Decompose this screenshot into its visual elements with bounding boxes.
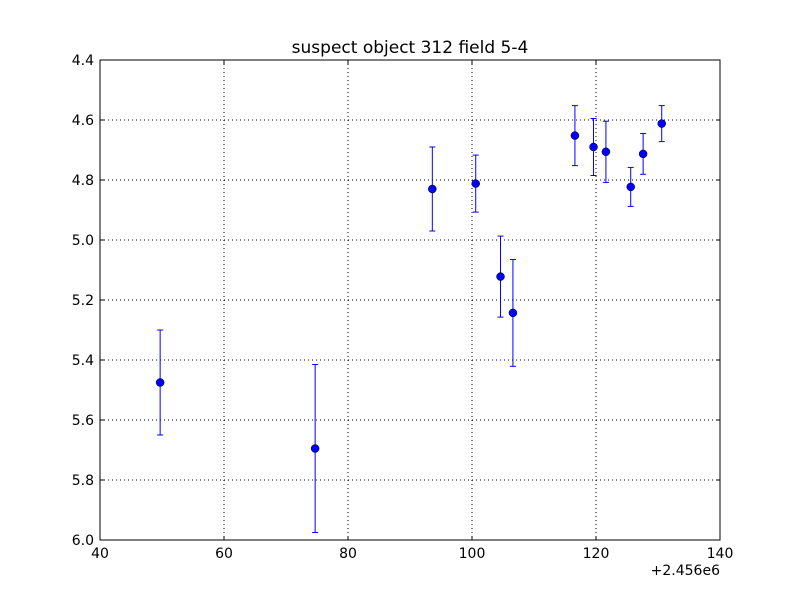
- data-point: [601, 147, 611, 157]
- x-tick-label: 80: [339, 546, 357, 562]
- data-point: [589, 142, 598, 152]
- x-tick-label: 120: [583, 546, 610, 562]
- y-tick-label: 5.4: [72, 353, 94, 369]
- y-tick-label: 5.2: [72, 293, 94, 309]
- y-tick-label: 5.0: [72, 233, 94, 249]
- data-point: [310, 444, 320, 453]
- data-point: [638, 149, 648, 159]
- data-point: [428, 184, 437, 194]
- x-tick-label: 40: [91, 546, 109, 562]
- x-tick-label: 140: [707, 546, 734, 562]
- grid-lines: [100, 60, 720, 540]
- y-tick-label: 4.8: [72, 173, 94, 189]
- y-tick-label: 5.8: [72, 473, 94, 489]
- data-point: [508, 308, 518, 318]
- data-point: [657, 119, 666, 128]
- data-point: [471, 179, 480, 188]
- data-point: [570, 131, 580, 140]
- y-tick-label: 4.4: [72, 53, 94, 69]
- data-point: [496, 272, 505, 281]
- data-point: [155, 378, 165, 387]
- axis-ticks: 40 60 80 100 120 140 4.4 4.6 4.8 5.0 5.2 5.4 5.6 5.8 6…: [72, 53, 734, 562]
- x-tick-label: 100: [459, 546, 486, 562]
- x-tick-label: 60: [215, 546, 233, 562]
- data-marks: [155, 105, 666, 533]
- chart-title: suspect object 312 field 5-4: [292, 38, 529, 58]
- y-tick-label: 5.6: [72, 413, 94, 429]
- data-point: [626, 182, 635, 192]
- y-tick-label: 6.0: [72, 533, 94, 549]
- y-tick-label: 4.6: [72, 113, 94, 129]
- x-axis-offset-label: +2.456e6: [651, 563, 720, 579]
